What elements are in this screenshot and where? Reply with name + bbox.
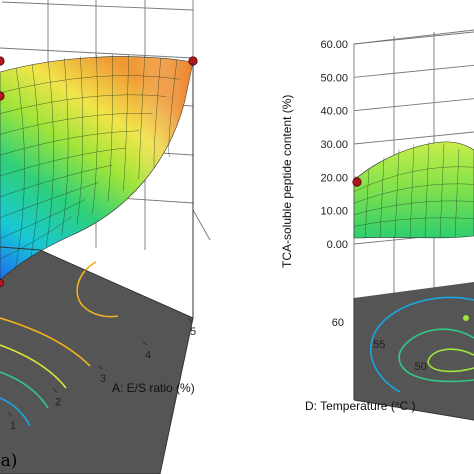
panel-a-floor-contours [0,261,119,427]
panel-a-mesh-line [46,60,54,247]
panel-a-mesh-line [168,59,178,158]
panel-b-z-gridline [353,64,474,78]
panel-a-x-tick-mark [187,317,193,323]
panel-a-design-point [0,279,4,287]
panel-a [0,0,211,474]
panel-a-mesh-line [0,94,167,114]
panel-a-mesh-line [61,58,69,236]
panel-b-mesh-line [364,168,370,239]
panel-b-floor-contours [369,296,474,393]
panel-b-x-axis-title: D: Temperature (°C ) [305,399,416,413]
panel-a-mesh-line [0,75,180,94]
panel-b-x-tick-label: 50 [415,361,427,373]
panel-b-z-gridline [353,131,474,145]
panel-b-response-surface [353,141,474,239]
panel-a-design-point [0,91,5,101]
panel-b-z-tick-label: 20.00 [320,172,348,184]
panel-b-z-tick-label: 50.00 [320,72,348,84]
panel-b-surface-mesh [353,141,474,239]
panel-b-z-axis-title: TCA-soluble peptide content (%) [280,95,294,268]
panel-a-mesh-line [0,216,72,260]
panel-a-x-tick-label: 1 [10,420,16,432]
panel-a-mesh-line [0,182,99,218]
panel-b-design-point [352,177,362,187]
panel-a-mesh-line [0,199,86,239]
panel-b-z-ticks: 0.00 10.00 20.00 30.00 40.00 50.00 60.00 [320,39,348,251]
panel-a-x-tick-mark [52,388,58,393]
panel-a-mesh-line [107,54,113,202]
panel-a-mesh-line [0,113,153,135]
panel-b-mesh-line [353,200,474,216]
panel-b-x-tick-label: 55 [373,339,385,351]
panel-a-x-tick-mark [97,364,103,370]
panel-a-x-tick-mark [142,341,148,346]
panel-b-z-gridline [353,98,474,112]
panel-a-x-tick-label: 3 [100,373,106,385]
panel-a-mesh-line [123,54,129,191]
panel-b-x-tick-label: 60 [332,317,344,329]
panel-b-z-tick-label: 40.00 [320,106,348,118]
panel-b-z-tick-label: 30.00 [320,139,348,151]
panel-a-surface-mesh [0,54,180,269]
panel-b-floor [354,282,474,420]
panel-a-mesh-line [0,130,140,156]
panel-a-x-tick-label: 5 [190,326,196,338]
panel-b-z-tick-label: 0.00 [327,239,348,251]
panel-a-x-axis-title: A: E/S ratio (%) [112,381,195,395]
panel-b-mesh-line [394,149,400,239]
panel-a-label: (a) [0,451,17,471]
panel-a-mesh-line [153,57,162,169]
panel-b-z-gridline [353,31,474,45]
panel-a-x-tick-mark [7,411,13,417]
panel-b-mesh-line [353,217,474,227]
panel-b-mesh-line [454,149,460,239]
panel-a-design-point [0,56,5,66]
panel-b-x-ticks: 60 55 50 [332,317,427,373]
panel-b-mesh-line [353,183,474,204]
panel-b [352,29,474,421]
panel-a-mesh-line [138,56,145,180]
panel-a-x-ticks: 1 2 3 4 5 [7,317,196,432]
panel-a-mesh-line [0,147,126,177]
panel-b-mesh-line [379,157,385,239]
panel-a-x-tick-label: 4 [145,350,151,362]
panel-a-mesh-line [15,68,25,269]
panel-a-mesh-line [0,164,113,198]
panel-b-mesh-line [439,143,445,239]
panel-a-x-tick-label: 2 [55,397,61,409]
panel-b-z-tick-label: 60.00 [320,39,348,51]
panel-b-z-tick-label: 10.00 [320,206,348,218]
panel-a-mesh-line [76,56,84,225]
panel-a-mesh-line [92,54,98,214]
panel-a-floor [0,248,193,474]
panel-b-mesh-line [409,143,415,239]
panel-b-mesh-line [424,141,430,239]
panel-b-mesh-line [353,166,474,192]
